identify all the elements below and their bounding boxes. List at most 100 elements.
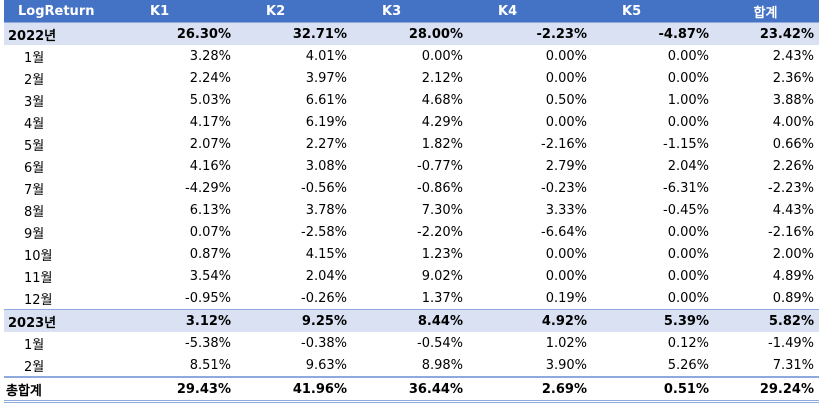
month-label[interactable]: 4월 — [24, 116, 45, 132]
value-cell[interactable]: 2.79% — [545, 158, 587, 174]
value-cell[interactable]: 3.90% — [545, 357, 587, 373]
grand-total-cell[interactable]: 0.51% — [592, 376, 714, 403]
month-row[interactable]: 2월 8.51% 9.63% 8.98% 3.90% 5.26% 7.31% — [4, 354, 819, 377]
grand-total-cell[interactable]: 2.69% — [468, 376, 592, 403]
month-row[interactable]: 9월 0.07% -2.58% -2.20% -6.64% 0.00% -2.16% — [4, 221, 819, 243]
year-label[interactable]: 2023년 — [4, 309, 120, 332]
value-cell[interactable]: 0.07% — [189, 224, 231, 240]
value-cell[interactable]: 2.26% — [772, 158, 814, 174]
month-row[interactable]: 11월 3.54% 2.04% 9.02% 0.00% 0.00% 4.89% — [4, 265, 819, 287]
month-label[interactable]: 12월 — [24, 292, 53, 308]
month-label[interactable]: 3월 — [24, 94, 45, 110]
value-cell[interactable]: 0.00% — [545, 114, 587, 130]
value-cell[interactable]: 0.00% — [667, 290, 709, 306]
year-subtotal-cell[interactable]: 4.92% — [468, 309, 592, 332]
month-label[interactable]: 8월 — [24, 204, 45, 220]
year-subtotal-cell[interactable]: 5.39% — [592, 309, 714, 332]
value-cell[interactable]: 0.87% — [189, 246, 231, 262]
value-cell[interactable]: 6.19% — [305, 114, 347, 130]
value-cell[interactable]: 2.00% — [772, 246, 814, 262]
column-header-total[interactable]: 합계 — [714, 0, 819, 23]
value-cell[interactable]: 3.97% — [305, 70, 347, 86]
year-subtotal-cell[interactable]: 5.82% — [714, 309, 819, 332]
value-cell[interactable]: 7.31% — [772, 357, 814, 373]
year-subtotal-cell[interactable]: 9.25% — [236, 309, 352, 332]
year-subtotal-cell[interactable]: 3.12% — [120, 309, 236, 332]
value-cell[interactable]: 0.00% — [545, 48, 587, 64]
month-row[interactable]: 10월 0.87% 4.15% 1.23% 0.00% 0.00% 2.00% — [4, 243, 819, 265]
value-cell[interactable]: -0.95% — [185, 290, 231, 306]
month-row[interactable]: 1월 -5.38% -0.38% -0.54% 1.02% 0.12% -1.49% — [4, 332, 819, 354]
month-row[interactable]: 4월 4.17% 6.19% 4.29% 0.00% 0.00% 4.00% — [4, 111, 819, 133]
value-cell[interactable]: 0.00% — [667, 268, 709, 284]
value-cell[interactable]: -2.58% — [301, 224, 347, 240]
value-cell[interactable]: 3.33% — [545, 202, 587, 218]
month-label[interactable]: 5월 — [24, 138, 45, 154]
value-cell[interactable]: 4.43% — [772, 202, 814, 218]
value-cell[interactable]: -6.64% — [541, 224, 587, 240]
value-cell[interactable]: 4.29% — [421, 114, 463, 130]
value-cell[interactable]: 0.00% — [545, 268, 587, 284]
value-cell[interactable]: 0.00% — [545, 70, 587, 86]
value-cell[interactable]: 4.00% — [772, 114, 814, 130]
value-cell[interactable]: 0.50% — [545, 92, 587, 108]
value-cell[interactable]: 8.98% — [421, 357, 463, 373]
value-cell[interactable]: 2.27% — [305, 136, 347, 152]
value-cell[interactable]: 1.02% — [545, 335, 587, 351]
month-label[interactable]: 2월 — [24, 72, 45, 88]
value-cell[interactable]: 5.26% — [667, 357, 709, 373]
value-cell[interactable]: 9.63% — [305, 357, 347, 373]
value-cell[interactable]: 0.12% — [667, 335, 709, 351]
column-header-row-label[interactable]: LogReturn — [4, 0, 120, 23]
year-subtotal-cell[interactable]: -4.87% — [592, 22, 714, 45]
year-label[interactable]: 2022년 — [4, 22, 120, 45]
value-cell[interactable]: 3.28% — [189, 48, 231, 64]
grand-total-cell[interactable]: 41.96% — [236, 376, 352, 403]
grand-total-cell[interactable]: 29.24% — [714, 376, 819, 403]
value-cell[interactable]: 0.89% — [772, 290, 814, 306]
year-subtotal-cell[interactable]: 8.44% — [352, 309, 468, 332]
value-cell[interactable]: 7.30% — [421, 202, 463, 218]
value-cell[interactable]: 2.07% — [189, 136, 231, 152]
value-cell[interactable]: 3.88% — [772, 92, 814, 108]
value-cell[interactable]: 8.51% — [189, 357, 231, 373]
value-cell[interactable]: -0.77% — [417, 158, 463, 174]
value-cell[interactable]: -4.29% — [185, 180, 231, 196]
value-cell[interactable]: 4.01% — [305, 48, 347, 64]
value-cell[interactable]: -0.54% — [417, 335, 463, 351]
month-label[interactable]: 2월 — [24, 359, 45, 375]
column-header-k4[interactable]: K4 — [468, 0, 592, 23]
value-cell[interactable]: 0.19% — [545, 290, 587, 306]
value-cell[interactable]: -2.20% — [417, 224, 463, 240]
month-label[interactable]: 1월 — [24, 337, 45, 353]
value-cell[interactable]: 5.03% — [189, 92, 231, 108]
value-cell[interactable]: 0.00% — [667, 224, 709, 240]
value-cell[interactable]: 4.68% — [421, 92, 463, 108]
value-cell[interactable]: 1.82% — [421, 136, 463, 152]
value-cell[interactable]: 4.15% — [305, 246, 347, 262]
grand-total-cell[interactable]: 29.43% — [120, 376, 236, 403]
month-label[interactable]: 1월 — [24, 50, 45, 66]
value-cell[interactable]: 3.78% — [305, 202, 347, 218]
month-row[interactable]: 7월 -4.29% -0.56% -0.86% -0.23% -6.31% -2.23% — [4, 177, 819, 199]
value-cell[interactable]: -0.26% — [301, 290, 347, 306]
value-cell[interactable]: -0.23% — [541, 180, 587, 196]
column-header-k5[interactable]: K5 — [592, 0, 714, 23]
month-label[interactable]: 11월 — [24, 270, 53, 286]
value-cell[interactable]: 9.02% — [421, 268, 463, 284]
year-subtotal-cell[interactable]: 32.71% — [236, 22, 352, 45]
value-cell[interactable]: 6.61% — [305, 92, 347, 108]
value-cell[interactable]: 0.00% — [667, 246, 709, 262]
month-label[interactable]: 9월 — [24, 226, 45, 242]
value-cell[interactable]: 0.00% — [545, 246, 587, 262]
value-cell[interactable]: 1.37% — [421, 290, 463, 306]
value-cell[interactable]: 2.04% — [667, 158, 709, 174]
month-label[interactable]: 6월 — [24, 160, 45, 176]
value-cell[interactable]: -2.16% — [541, 136, 587, 152]
value-cell[interactable]: 4.89% — [772, 268, 814, 284]
value-cell[interactable]: 3.54% — [189, 268, 231, 284]
year-subtotal-cell[interactable]: -2.23% — [468, 22, 592, 45]
year-group-row[interactable]: 2023년 3.12% 9.25% 8.44% 4.92% 5.39% 5.82% — [4, 309, 819, 332]
value-cell[interactable]: -5.38% — [185, 335, 231, 351]
month-row[interactable]: 8월 6.13% 3.78% 7.30% 3.33% -0.45% 4.43% — [4, 199, 819, 221]
